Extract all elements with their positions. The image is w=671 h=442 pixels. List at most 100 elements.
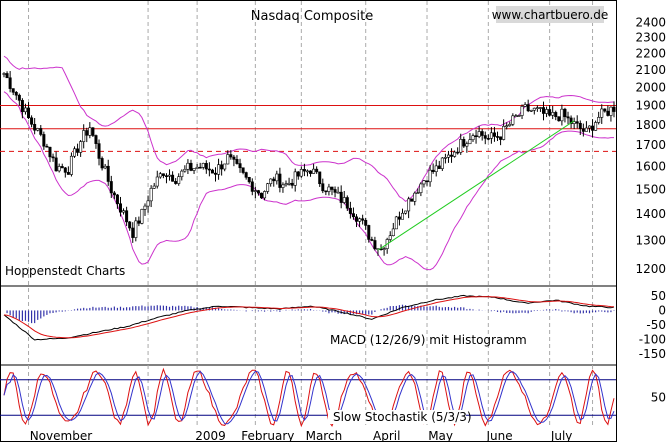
- candle-body: [557, 116, 561, 122]
- candle-body: [57, 166, 61, 172]
- candle-body: [143, 205, 147, 210]
- candle: [69, 152, 73, 177]
- candle: [174, 178, 178, 185]
- candle: [305, 169, 309, 177]
- macd-tick-label: -50: [646, 318, 666, 332]
- candle: [91, 127, 95, 138]
- candle: [591, 119, 595, 138]
- candle: [594, 120, 598, 131]
- candle: [606, 105, 610, 117]
- candle-body: [66, 172, 70, 175]
- candle-body: [502, 126, 506, 140]
- candle-body: [612, 106, 616, 112]
- candle-body: [453, 151, 457, 157]
- candle-body: [259, 192, 263, 199]
- candle: [342, 190, 346, 205]
- watermark-box: [496, 6, 604, 23]
- candle: [195, 163, 199, 169]
- candle: [266, 182, 270, 194]
- candle-body: [361, 218, 365, 221]
- candle-body: [425, 180, 429, 183]
- candle-body: [115, 194, 119, 205]
- candle: [259, 192, 263, 199]
- candle-body: [523, 104, 527, 107]
- candle: [201, 162, 205, 170]
- stoch-label-bg: [328, 410, 466, 424]
- candle: [391, 222, 395, 237]
- candle-body: [569, 117, 573, 124]
- candle: [321, 178, 325, 194]
- candle-body: [327, 186, 331, 192]
- macd-signal-line: [3, 296, 615, 339]
- candle-body: [106, 165, 110, 182]
- candle: [563, 107, 567, 123]
- candle: [244, 171, 248, 180]
- candle-body: [140, 209, 144, 224]
- candle: [226, 150, 230, 165]
- candle-body: [358, 218, 362, 222]
- candle-body: [468, 139, 472, 145]
- candle: [339, 185, 343, 209]
- candle: [505, 122, 509, 130]
- candle: [612, 101, 616, 118]
- candle: [155, 170, 159, 189]
- candle-body: [275, 173, 279, 182]
- candle-body: [48, 146, 52, 158]
- candle: [263, 190, 267, 201]
- candle: [82, 124, 86, 149]
- candle: [514, 113, 518, 118]
- candle: [27, 102, 31, 120]
- candle-body: [146, 200, 150, 207]
- candle-body: [186, 162, 190, 170]
- candle: [11, 88, 15, 96]
- candle-body: [407, 198, 411, 212]
- candle-body: [27, 107, 31, 119]
- candle-body: [339, 191, 343, 203]
- vertical-gridlines: [28, 1, 594, 428]
- candle-body: [388, 235, 392, 240]
- candle: [422, 180, 426, 188]
- candle: [214, 167, 218, 182]
- price-tick-label: 1500: [635, 183, 666, 197]
- candle: [419, 182, 423, 197]
- candle: [76, 143, 80, 156]
- candle-body: [103, 165, 107, 169]
- price-tick-label: 1300: [635, 233, 666, 247]
- candle: [281, 182, 285, 193]
- candle-body: [109, 181, 113, 194]
- candle: [229, 150, 233, 160]
- candle-body: [263, 191, 267, 199]
- candle: [100, 156, 104, 171]
- candle: [79, 139, 83, 157]
- candle: [103, 163, 107, 170]
- candle-body: [336, 191, 340, 194]
- candle-body: [584, 127, 588, 132]
- candle: [603, 108, 607, 113]
- candle: [256, 189, 260, 196]
- candle: [560, 104, 564, 126]
- candle: [299, 166, 303, 178]
- candle: [508, 121, 512, 127]
- candle: [51, 153, 55, 162]
- candle: [394, 215, 398, 230]
- candle-body: [459, 139, 463, 153]
- candle: [551, 105, 555, 120]
- candle: [137, 216, 141, 227]
- candle: [39, 125, 43, 137]
- candle: [152, 182, 156, 189]
- candle-body: [342, 197, 346, 203]
- candle: [410, 198, 414, 202]
- candle-body: [603, 108, 607, 112]
- candle: [465, 141, 469, 153]
- candle-body: [505, 125, 509, 128]
- candle: [60, 163, 64, 169]
- stochastic-label: Slow Stochastik (5/3/3): [333, 410, 472, 424]
- candle: [20, 98, 24, 119]
- candle-body: [244, 172, 248, 178]
- price-tick-label: 2200: [635, 46, 666, 60]
- candle: [600, 104, 604, 124]
- candle-body: [122, 210, 126, 213]
- candle-body: [382, 248, 386, 250]
- stoch-tick-label: 50: [651, 391, 666, 405]
- candle: [293, 168, 297, 192]
